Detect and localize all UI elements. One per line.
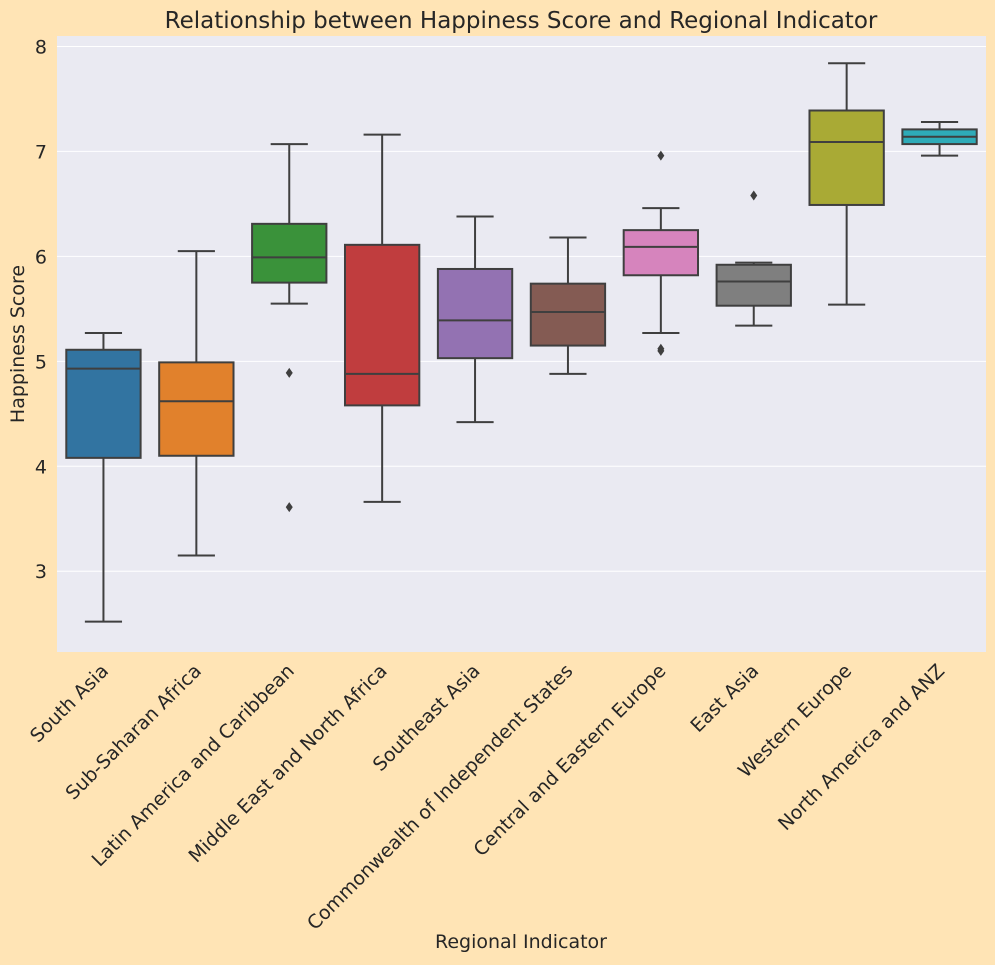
chart-title: Relationship between Happiness Score and… bbox=[165, 8, 878, 34]
y-tick-label: 6 bbox=[35, 246, 47, 268]
box-group bbox=[715, 190, 792, 327]
x-tick-label: Middle East and North Africa bbox=[185, 660, 392, 867]
x-tick-label: East Asia bbox=[686, 660, 763, 737]
box-group bbox=[343, 133, 421, 503]
box-group bbox=[808, 62, 885, 306]
y-tick-label: 5 bbox=[35, 351, 47, 373]
box-iqr bbox=[715, 263, 792, 307]
box-iqr bbox=[436, 267, 514, 360]
box-iqr bbox=[65, 348, 142, 459]
box-group bbox=[251, 143, 328, 513]
box-iqr bbox=[622, 229, 700, 277]
y-tick-label: 7 bbox=[35, 141, 47, 163]
x-axis-label: Regional Indicator bbox=[435, 931, 607, 953]
y-tick-label: 3 bbox=[35, 561, 47, 583]
y-tick-labels: 3 4 5 6 7 8 bbox=[35, 36, 47, 583]
x-tick-label: South Asia bbox=[26, 660, 113, 747]
boxes-layer bbox=[65, 62, 978, 623]
y-tick-label: 4 bbox=[35, 456, 47, 478]
box-iqr bbox=[343, 243, 421, 407]
box-group bbox=[901, 121, 978, 157]
outlier-point bbox=[750, 190, 758, 201]
box-iqr bbox=[808, 109, 885, 206]
box-iqr bbox=[158, 361, 235, 457]
x-tick-label: Latin America and Caribbean bbox=[88, 660, 299, 871]
box-group bbox=[65, 331, 142, 623]
outlier-point bbox=[285, 367, 293, 378]
box-group bbox=[529, 236, 607, 375]
box-group bbox=[158, 250, 235, 557]
box-group bbox=[622, 150, 700, 356]
box-iqr bbox=[529, 282, 607, 347]
x-tick-label: Central and Eastern Europe bbox=[470, 660, 671, 861]
grid-lines bbox=[57, 45, 986, 572]
outlier-point bbox=[285, 502, 293, 513]
outlier-point bbox=[657, 345, 665, 356]
box-iqr bbox=[251, 222, 328, 284]
outlier-point bbox=[657, 150, 665, 161]
y-tick-label: 8 bbox=[35, 36, 47, 58]
box-group bbox=[436, 215, 514, 424]
y-axis-label: Happiness Score bbox=[7, 265, 29, 423]
x-tick-label: North America and ANZ bbox=[774, 660, 949, 835]
